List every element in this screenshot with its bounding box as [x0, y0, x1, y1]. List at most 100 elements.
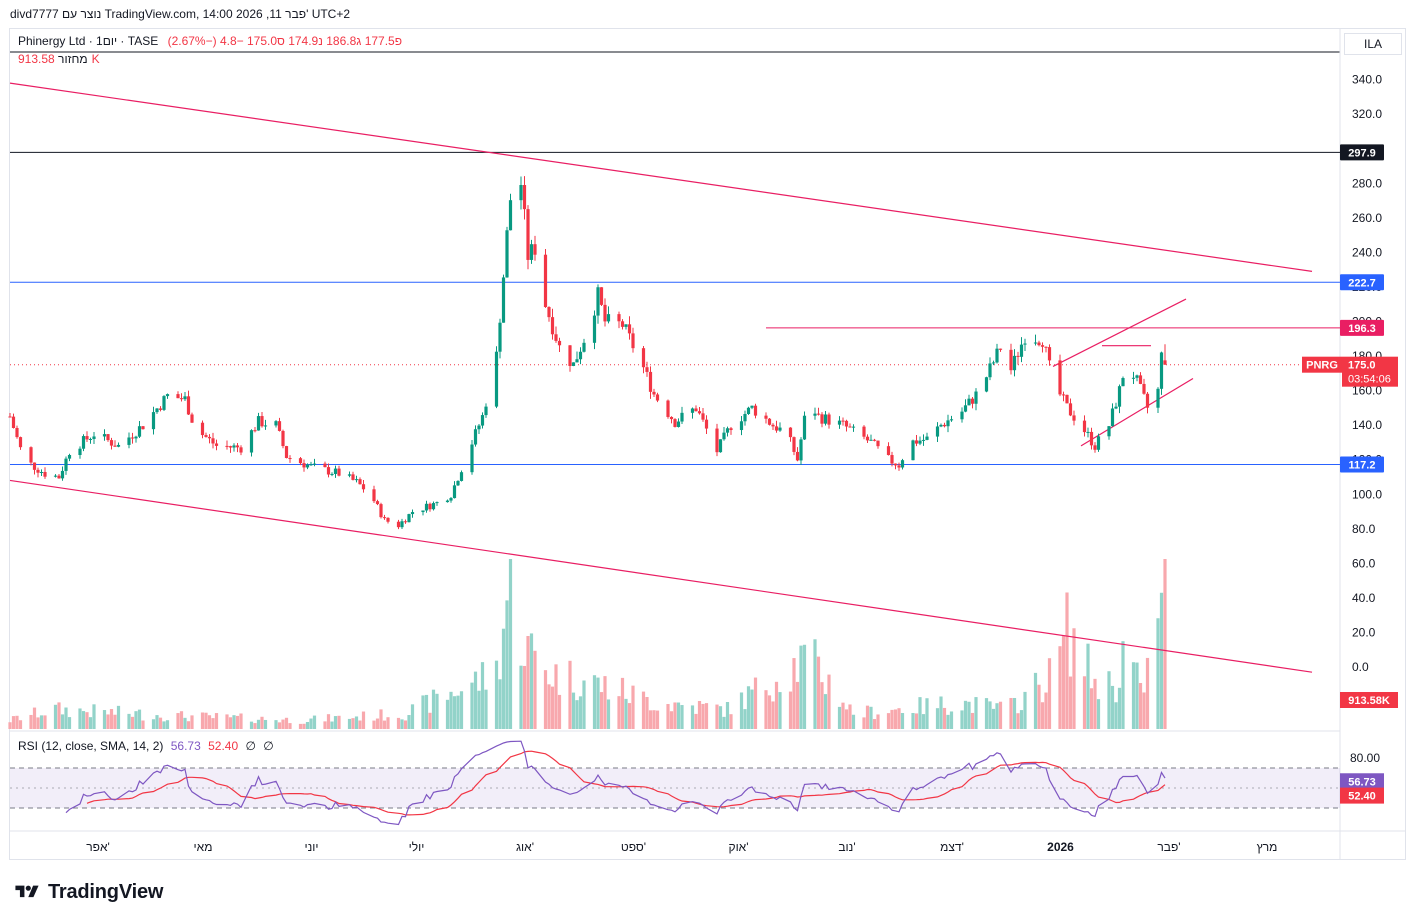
price-tick-label: 240.0	[1352, 245, 1382, 259]
candle-body	[578, 351, 583, 360]
volume-bar	[974, 697, 978, 729]
volume-bar	[690, 705, 695, 729]
volume-bar	[911, 712, 915, 729]
volume-bar	[998, 701, 1003, 729]
candle-body	[550, 317, 555, 335]
volume-bar	[508, 559, 513, 729]
volume-bar	[942, 707, 947, 729]
volume-bar	[400, 719, 404, 729]
candle-body	[1114, 406, 1118, 409]
volume-bar	[39, 715, 44, 729]
candle-body	[1012, 355, 1017, 371]
volume-bar	[865, 705, 870, 729]
candle-body	[494, 351, 499, 407]
candle-body	[498, 322, 502, 352]
volume-bar	[176, 713, 180, 729]
symbol-legend[interactable]: Phinergy Ltd · 1יום · TASE פ177.5 ג186.8…	[18, 34, 402, 48]
volume-bar	[326, 714, 331, 729]
candle-body	[330, 473, 334, 475]
candle-body	[379, 504, 383, 518]
candle-body	[102, 434, 107, 437]
candle-body	[813, 413, 817, 416]
rsi-value-tag	[1340, 773, 1384, 790]
candle-body	[151, 412, 156, 430]
volume-bar	[722, 716, 726, 729]
volume-bar	[669, 711, 674, 729]
volume-bar	[547, 684, 551, 729]
tradingview-brand[interactable]: TradingView	[12, 880, 163, 904]
volume-bar	[410, 704, 415, 729]
volume-bar	[680, 705, 684, 729]
candle-body	[81, 436, 86, 449]
candle-body	[925, 436, 929, 440]
volume-bar	[1016, 713, 1020, 729]
volume-bar	[568, 660, 572, 729]
candle-body	[435, 502, 439, 504]
volume-bar	[606, 699, 611, 729]
volume-bar	[533, 650, 537, 729]
candle-body	[162, 396, 166, 410]
candle-body	[64, 458, 68, 471]
volume-bar	[893, 709, 898, 729]
volume-bar	[1009, 697, 1013, 729]
volume-bar	[725, 702, 730, 729]
candle-body	[1145, 393, 1150, 408]
volume-bar	[788, 691, 793, 729]
volume-bar	[396, 717, 401, 729]
volume-bar	[81, 711, 86, 729]
volume-bar	[361, 711, 366, 729]
volume-bar	[820, 682, 824, 729]
candle-body	[529, 244, 534, 260]
volume-bar	[211, 718, 215, 729]
candle-body	[477, 425, 481, 430]
volume-bar	[1082, 676, 1087, 729]
candle-body	[606, 314, 611, 322]
volume-bar	[753, 677, 758, 729]
candle-body	[680, 412, 684, 422]
volume-bar	[617, 696, 621, 729]
candle-body	[333, 468, 338, 474]
price-tick-label: 80.0	[1352, 522, 1376, 536]
volume-bar	[939, 696, 943, 729]
volume-bar	[424, 694, 429, 729]
volume-bar	[750, 689, 754, 729]
candle-body	[1044, 346, 1048, 348]
candle-body	[225, 445, 229, 447]
candle-body	[645, 367, 649, 372]
volume-bar	[1058, 646, 1062, 729]
volume-bar	[764, 690, 768, 729]
volume-bar	[1012, 697, 1017, 729]
volume-legend[interactable]: מחזור 913.58K	[18, 52, 100, 66]
currency-button[interactable]: ILA	[1344, 33, 1402, 55]
candle-body	[837, 420, 842, 425]
volume-bar	[309, 718, 313, 729]
last-price-tag	[1342, 356, 1398, 387]
volume-bar	[967, 701, 971, 729]
volume-bar	[624, 698, 628, 729]
candle-body	[1037, 342, 1041, 346]
volume-bar	[645, 697, 649, 729]
volume-tag-label: 913.58K	[1348, 695, 1390, 707]
candle-body	[15, 427, 19, 438]
last-price-label: 175.0	[1348, 360, 1376, 372]
candle-body	[60, 470, 65, 479]
candle-body	[1159, 352, 1164, 389]
volume-bar	[459, 691, 464, 729]
price-tick-label: 20.0	[1352, 625, 1376, 639]
volume-bar	[78, 708, 82, 729]
candle-body	[865, 436, 870, 441]
candle-body	[337, 468, 341, 476]
candle-body	[827, 414, 831, 425]
candle-body	[323, 463, 327, 468]
candle-body	[802, 415, 807, 440]
rsi-legend[interactable]: RSI (12, close, SMA, 14, 2) 56.73 52.40 …	[18, 739, 274, 753]
volume-bar	[256, 719, 261, 729]
volume-bar	[925, 698, 929, 729]
candle-body	[862, 426, 866, 437]
candle-body	[382, 517, 387, 519]
candle-body	[302, 463, 306, 468]
candle-body	[274, 421, 278, 426]
time-tick-label: נוב'	[838, 840, 855, 854]
candle-body	[18, 437, 23, 448]
